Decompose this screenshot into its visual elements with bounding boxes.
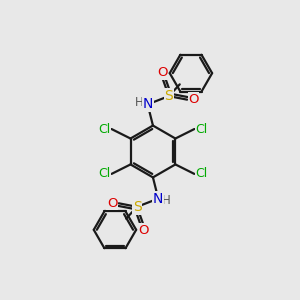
Text: O: O xyxy=(107,197,118,210)
Text: H: H xyxy=(162,194,171,207)
Text: S: S xyxy=(133,200,141,214)
Text: O: O xyxy=(138,224,149,237)
Text: Cl: Cl xyxy=(98,167,110,180)
Text: S: S xyxy=(164,89,173,103)
Text: N: N xyxy=(153,192,164,206)
Text: O: O xyxy=(157,66,168,79)
Text: Cl: Cl xyxy=(98,122,110,136)
Text: O: O xyxy=(188,93,199,106)
Text: Cl: Cl xyxy=(196,167,208,180)
Text: N: N xyxy=(142,98,153,111)
Text: Cl: Cl xyxy=(196,122,208,136)
Text: H: H xyxy=(135,96,144,110)
